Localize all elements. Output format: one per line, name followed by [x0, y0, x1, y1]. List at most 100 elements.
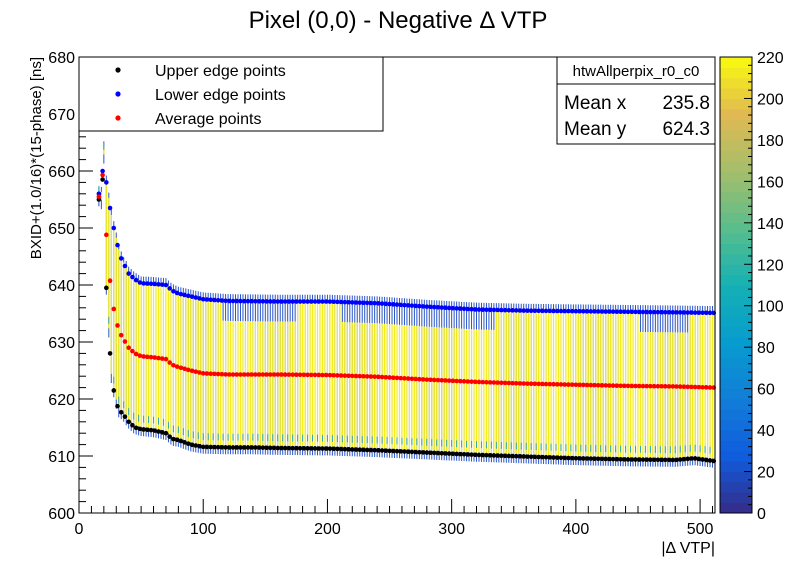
- average-point: [186, 367, 191, 373]
- lower-edge-point: [607, 309, 612, 314]
- lower-edge-point: [223, 298, 228, 304]
- lower-edge-point: [204, 297, 210, 302]
- lower-edge-point: [331, 299, 336, 305]
- x-tick-label: 500: [687, 521, 714, 538]
- lower-edge-point: [163, 282, 169, 288]
- lower-edge-point: [592, 309, 597, 314]
- lower-edge-point: [472, 307, 478, 312]
- color-scale-band: [720, 212, 752, 224]
- stats-box-frame: [556, 56, 716, 145]
- average-point: [577, 382, 582, 388]
- lower-edge-point: [681, 310, 687, 315]
- average-point: [189, 368, 195, 374]
- lower-edge-point: [610, 309, 616, 314]
- average-point: [584, 382, 590, 388]
- average-point: [163, 356, 169, 362]
- upper-edge-point: [338, 446, 344, 452]
- upper-edge-point: [249, 445, 254, 450]
- color-scale-band: [720, 295, 752, 307]
- upper-edge-point: [521, 454, 527, 459]
- lower-edge-point: [111, 225, 117, 231]
- average-point: [383, 374, 389, 380]
- upper-edge-point: [696, 456, 702, 462]
- lower-edge-point: [517, 308, 523, 313]
- average-point: [376, 374, 381, 380]
- upper-edge-point: [398, 449, 404, 454]
- color-scale-band: [720, 150, 752, 162]
- average-point: [625, 383, 631, 389]
- lower-edge-point: [294, 299, 299, 304]
- color-scale-band: [720, 481, 752, 493]
- lower-edge-point: [674, 310, 679, 315]
- upper-edge-point: [502, 453, 508, 459]
- upper-edge-point: [517, 454, 523, 459]
- upper-edge-point: [454, 451, 459, 457]
- lower-edge-point: [148, 281, 154, 287]
- upper-edge-point: [118, 410, 124, 415]
- upper-edge-point: [532, 454, 538, 460]
- average-point: [357, 373, 363, 379]
- average-point: [111, 306, 117, 312]
- upper-edge-point: [435, 450, 441, 456]
- lower-edge-point: [338, 299, 344, 305]
- average-point: [130, 348, 135, 354]
- average-point: [312, 372, 318, 378]
- average-point: [305, 372, 310, 378]
- average-point: [308, 372, 314, 378]
- average-point: [249, 372, 254, 377]
- upper-edge-point: [420, 450, 426, 455]
- lower-edge-point: [458, 306, 463, 311]
- upper-edge-point: [279, 445, 284, 451]
- upper-edge-point: [704, 457, 709, 463]
- upper-edge-point: [372, 447, 377, 453]
- lower-edge-point: [264, 299, 269, 304]
- lower-edge-point: [439, 305, 445, 310]
- lower-edge-point: [573, 308, 579, 314]
- average-point: [469, 379, 474, 384]
- lower-edge-point: [346, 299, 351, 305]
- legend-label-average: Average points: [155, 111, 261, 128]
- average-point: [465, 379, 471, 384]
- y-axis: 600 610 620 630 640 650 660 670 680: [48, 50, 93, 523]
- upper-edge-point: [409, 449, 415, 455]
- lower-edge-point: [450, 305, 456, 311]
- average-point: [96, 194, 102, 199]
- y-tick-label: 670: [48, 107, 75, 124]
- lower-edge-point: [297, 299, 303, 304]
- average-point: [230, 372, 236, 377]
- upper-edge-point: [625, 457, 631, 462]
- color-scale-frame: [719, 56, 753, 514]
- upper-edge-point: [227, 445, 232, 450]
- color-scale-band: [720, 316, 752, 327]
- average-point: [364, 374, 370, 379]
- lower-edge-point: [316, 299, 322, 304]
- upper-edge-point: [629, 457, 635, 462]
- average-point: [450, 378, 456, 384]
- upper-edge-point: [163, 430, 169, 436]
- upper-edge-point: [446, 451, 452, 456]
- average-point: [197, 370, 202, 375]
- stats-mean-x-label: Mean x: [564, 93, 627, 114]
- upper-edge-point: [551, 455, 556, 460]
- upper-edge-point: [402, 449, 407, 454]
- average-point: [592, 382, 597, 388]
- average-point: [499, 380, 504, 386]
- lower-edge-point: [696, 310, 702, 315]
- average-point: [387, 375, 392, 380]
- upper-edge-point: [193, 443, 199, 448]
- upper-edge-point: [674, 457, 679, 463]
- average-point: [219, 371, 225, 377]
- average-point: [420, 377, 426, 382]
- upper-edge-point: [681, 456, 687, 462]
- color-scale-band: [720, 285, 752, 296]
- lower-edge-point: [588, 309, 594, 314]
- upper-edge-point: [126, 419, 131, 425]
- average-point: [346, 373, 351, 379]
- upper-edge-point: [413, 449, 418, 455]
- average-point: [692, 384, 698, 390]
- lower-edge-point: [506, 307, 512, 313]
- upper-edge-point: [439, 450, 445, 456]
- average-point: [372, 374, 377, 379]
- lower-edge-point: [286, 299, 292, 304]
- upper-edge-point: [364, 447, 370, 453]
